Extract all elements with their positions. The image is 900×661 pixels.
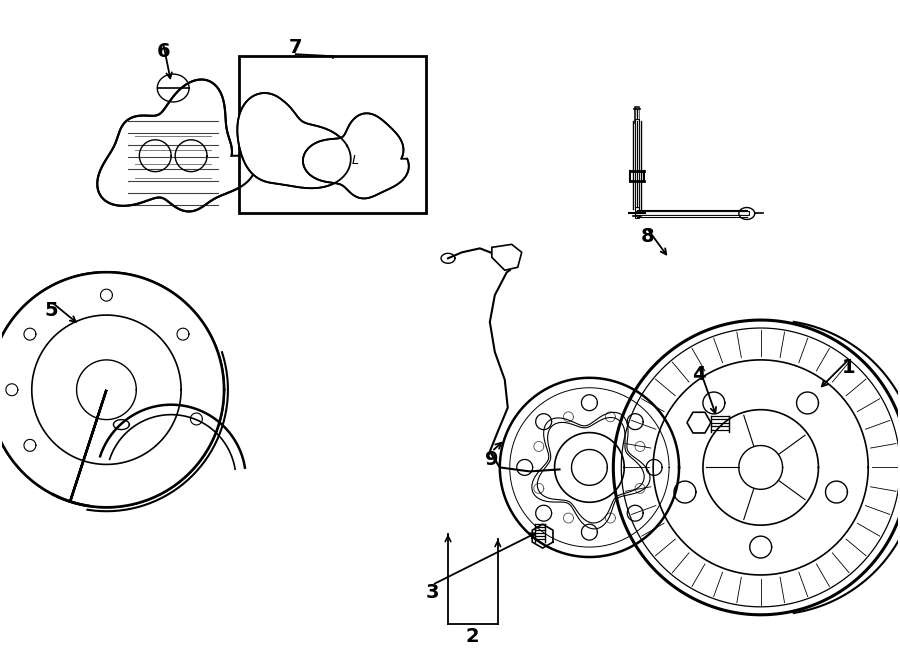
Text: L: L [352,154,359,167]
Text: 8: 8 [641,227,654,246]
Polygon shape [238,93,351,188]
Bar [238,56,426,214]
Polygon shape [303,113,409,198]
Text: 2: 2 [465,627,479,646]
Polygon shape [97,79,256,212]
Polygon shape [491,245,522,270]
Text: 9: 9 [485,450,499,469]
Text: 6: 6 [157,42,170,61]
Text: 7: 7 [289,38,302,57]
Text: 5: 5 [45,301,58,319]
Text: 1: 1 [842,358,855,377]
Text: 4: 4 [692,366,706,384]
Text: 3: 3 [426,584,439,602]
Polygon shape [0,272,224,507]
